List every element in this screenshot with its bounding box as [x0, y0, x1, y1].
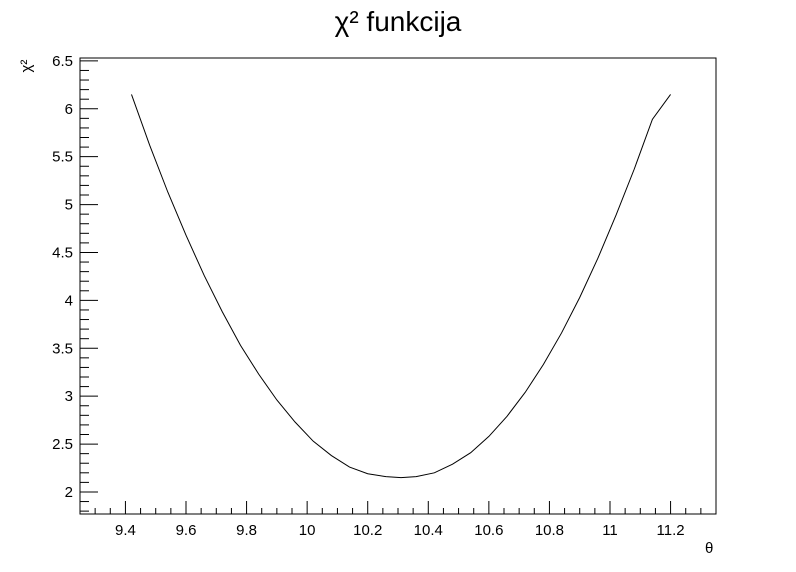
x-tick-label: 9.6	[176, 522, 197, 539]
y-tick-label: 5.5	[52, 149, 73, 166]
major-ticks	[80, 60, 672, 514]
x-axis-title: θ	[705, 540, 713, 557]
chart-title: χ² funkcija	[334, 6, 462, 37]
tick-labels: 9.4 9.6 9.8 10 10.2 10.4 10.6 10.8 11 11.2 2 2.5 3 3.…	[52, 53, 684, 539]
x-tick-label: 9.4	[115, 522, 136, 539]
x-tick-label: 10	[299, 522, 316, 539]
y-tick-label: 2.5	[52, 436, 73, 453]
x-tick-label: 10.2	[353, 522, 382, 539]
y-tick-label: 3.5	[52, 340, 73, 357]
x-tick-label: 10.8	[535, 522, 564, 539]
x-tick-label: 9.8	[236, 522, 257, 539]
y-tick-label: 5	[65, 197, 73, 214]
x-tick-label: 11.2	[657, 522, 685, 539]
plot-frame	[79, 57, 717, 515]
x-tick-label: 10.6	[474, 522, 503, 539]
minor-ticks	[79, 69, 717, 514]
x-tick-label: 11	[602, 522, 618, 539]
y-tick-label: 4	[65, 292, 73, 309]
chi-square-curve	[131, 94, 671, 479]
y-tick-label: 4.5	[52, 244, 73, 261]
y-tick-label: 2	[65, 484, 73, 501]
x-tick-label: 10.4	[414, 522, 443, 539]
y-axis-title: χ²	[18, 60, 35, 73]
y-tick-label: 3	[65, 388, 73, 405]
y-tick-label: 6.5	[52, 53, 73, 70]
y-tick-label: 6	[65, 101, 73, 118]
